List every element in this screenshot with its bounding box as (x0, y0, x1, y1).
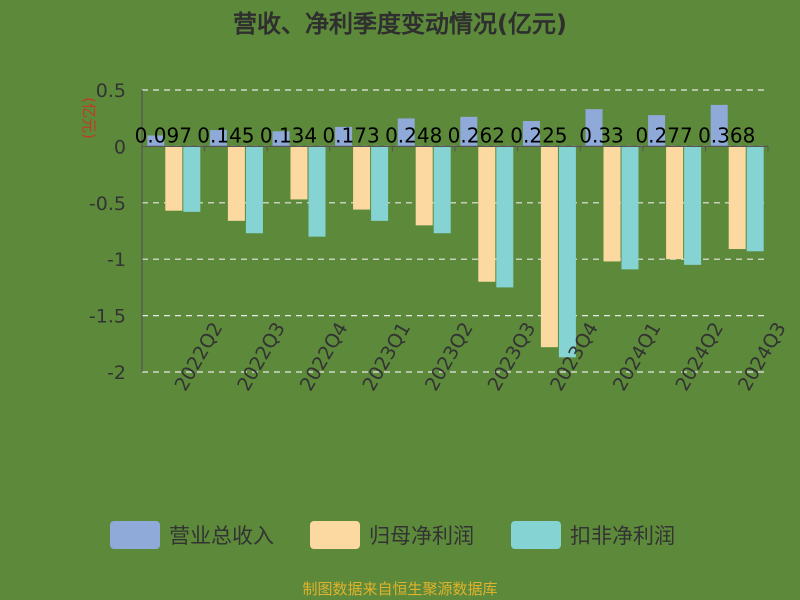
bar-non-recurring-net-profit (371, 146, 389, 221)
data-label-revenue: 0.368 (698, 123, 755, 147)
legend-label: 扣非净利润 (570, 524, 675, 548)
data-label-revenue: 0.225 (510, 123, 567, 147)
bar-parent-net-profit (666, 146, 684, 260)
bar-revenue (522, 121, 540, 147)
y-tick-label: 0 (114, 136, 126, 158)
legend: 营业总收入 归母净利润 扣非净利润 (110, 521, 675, 549)
bar-non-recurring-net-profit (308, 146, 326, 237)
legend-swatch (310, 521, 360, 549)
bar-parent-net-profit (603, 146, 621, 262)
bar-non-recurring-net-profit (245, 146, 263, 234)
data-labels: 0.097 0.145 0.134 0.173 0.248 0.262 0.225 0.33 0… (135, 123, 756, 147)
bars (147, 104, 764, 358)
y-tick-label: -1 (107, 249, 126, 271)
bar-non-recurring-net-profit (183, 146, 201, 212)
bar-non-recurring-net-profit (496, 146, 514, 288)
bar-non-recurring-net-profit (746, 146, 764, 252)
bar-revenue (335, 126, 353, 147)
data-label-revenue: 0.248 (385, 123, 442, 147)
data-label-revenue: 0.277 (635, 123, 692, 147)
footer-source: 制图数据来自恒生聚源数据库 (302, 580, 497, 598)
bar-parent-net-profit (540, 146, 558, 348)
legend-label: 归母净利润 (369, 524, 474, 548)
y-tick-label: -2 (107, 362, 126, 384)
bar-revenue (147, 135, 165, 147)
bar-revenue (209, 130, 227, 147)
y-axis-unit-label: (亿元) (80, 97, 98, 139)
data-label-revenue: 0.145 (197, 123, 254, 147)
bar-parent-net-profit (728, 146, 746, 250)
data-label-revenue: 0.173 (322, 123, 379, 147)
data-label-revenue: 0.262 (448, 123, 505, 147)
chart-title: 营收、净利季度变动情况(亿元) (233, 10, 567, 38)
bar-non-recurring-net-profit (684, 146, 702, 265)
bar-revenue (397, 118, 415, 147)
bar-revenue (272, 131, 290, 147)
bar-non-recurring-net-profit (433, 146, 451, 234)
legend-label: 营业总收入 (169, 524, 274, 548)
data-label-revenue: 0.33 (579, 123, 624, 147)
bar-parent-net-profit (415, 146, 433, 226)
bar-revenue (585, 109, 603, 147)
data-label-revenue: 0.097 (135, 123, 192, 147)
bar-parent-net-profit (478, 146, 496, 282)
data-label-revenue: 0.134 (260, 123, 317, 147)
bar-revenue (648, 115, 666, 147)
bar-parent-net-profit (165, 146, 183, 211)
y-tick-label: -0.5 (89, 193, 126, 215)
bar-parent-net-profit (290, 146, 308, 200)
y-tick-label: -1.5 (89, 306, 126, 328)
bar-non-recurring-net-profit (621, 146, 639, 270)
bar-parent-net-profit (353, 146, 371, 210)
bar-revenue (710, 104, 728, 147)
bar-revenue (460, 116, 478, 147)
legend-swatch (511, 521, 561, 549)
bar-non-recurring-net-profit (558, 146, 576, 358)
legend-swatch (110, 521, 160, 549)
y-tick-label: 0.5 (96, 80, 126, 102)
bar-parent-net-profit (227, 146, 245, 221)
